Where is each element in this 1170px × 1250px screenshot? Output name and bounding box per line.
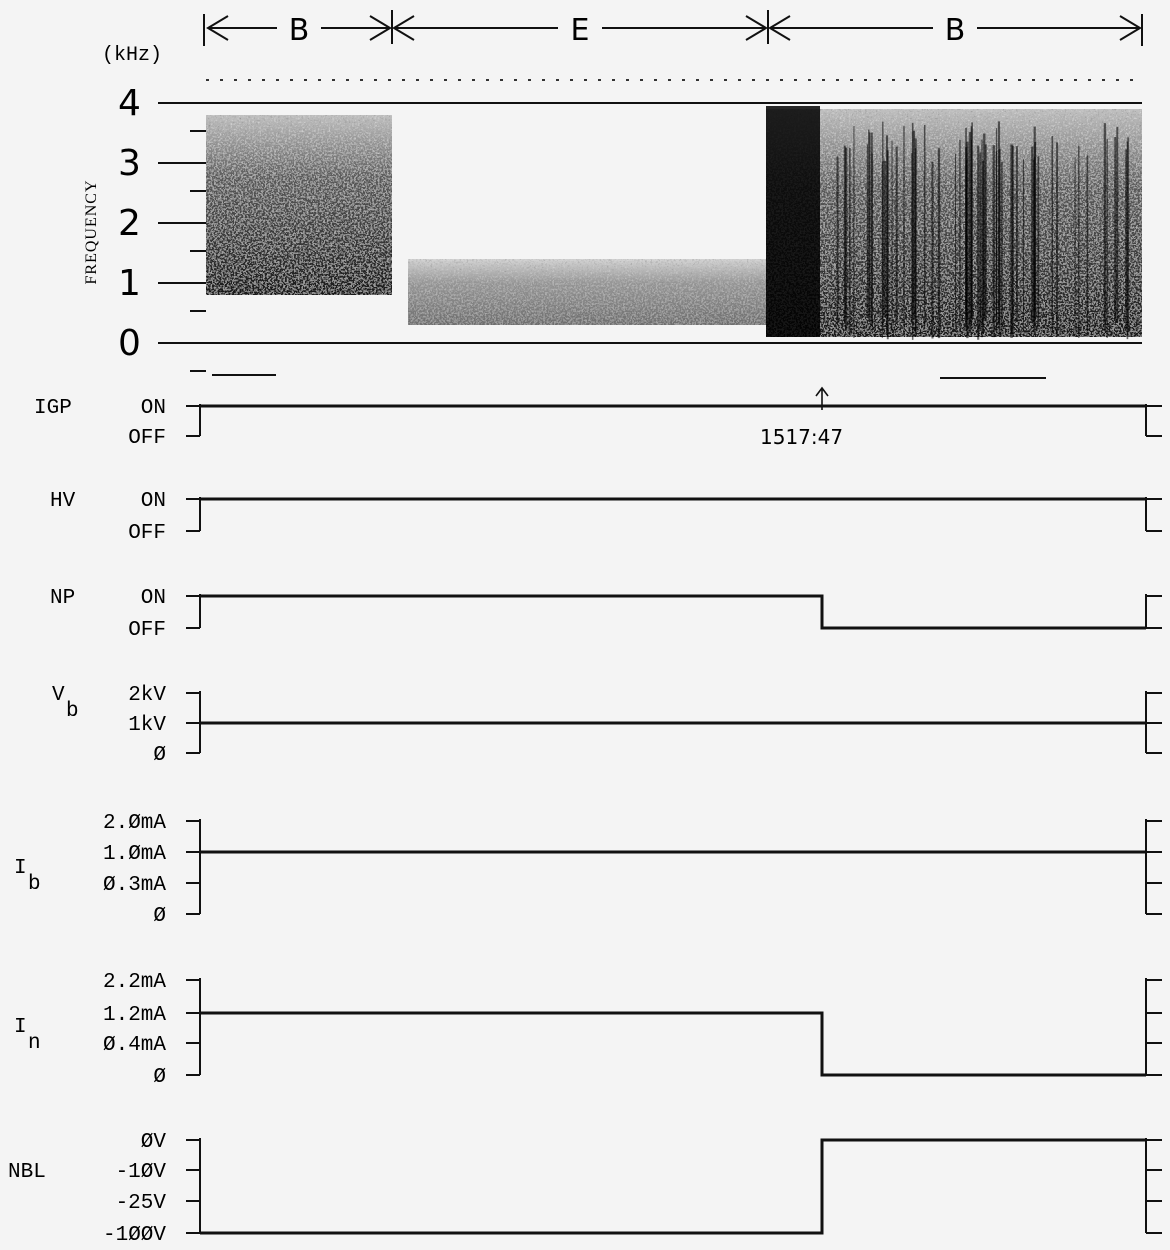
time-marker-label: 1517:47 xyxy=(760,425,843,449)
panel-name-subscript: n xyxy=(28,1032,41,1055)
panel-tick-label: ON xyxy=(141,587,166,610)
panel-vb: Vb 2kV 1kV Ø xyxy=(52,684,1162,767)
spectrogram-speckle xyxy=(206,115,392,295)
panel-name: I xyxy=(14,857,27,880)
spectrogram-unit: (kHz) xyxy=(102,44,162,67)
panel-tick-label: 1kV xyxy=(128,714,166,737)
segment-boundary xyxy=(391,10,1143,46)
panel-name: NP xyxy=(50,587,75,610)
panel-hv: HV ON OFF xyxy=(50,490,1162,545)
panel-tick-label: -25V xyxy=(116,1192,167,1215)
panel-tick-label: 2.ØmA xyxy=(103,812,166,835)
panel-tick-label: Ø.4mA xyxy=(103,1034,166,1057)
spectrogram-tick-label: 3 xyxy=(118,143,141,184)
panel-tick-label: OFF xyxy=(128,619,166,642)
spectrogram-tick-label: 2 xyxy=(118,203,141,244)
panel-tick-label: 1.2mA xyxy=(103,1004,166,1027)
panel-tick-label: Ø.3mA xyxy=(103,874,166,897)
segment-span-arrow xyxy=(768,15,1142,41)
panel-tick-label: 2.2mA xyxy=(103,971,166,994)
panel-name: NBL xyxy=(8,1161,46,1184)
panel-trace xyxy=(200,594,1146,630)
panel-tick-label: Ø xyxy=(153,905,166,928)
spectrogram-burst xyxy=(766,106,820,337)
segment-span-arrow xyxy=(206,15,392,41)
panel-ib: Ib 2.ØmA 1.ØmA Ø.3mA Ø xyxy=(14,812,1162,928)
panel-tick-label: -1ØØV xyxy=(103,1224,166,1247)
panel-name-subscript: b xyxy=(28,873,41,896)
spectrogram-speckle xyxy=(766,109,1142,337)
panel-tick-label: ON xyxy=(141,397,166,420)
panel-name: HV xyxy=(50,490,76,513)
panel-tick-label: Ø xyxy=(153,1066,166,1089)
panel-tick-label: ØV xyxy=(141,1131,167,1154)
spectrogram-segments xyxy=(206,106,1142,340)
spectrogram-tick-label: 0 xyxy=(118,323,141,364)
panel-name-subscript: b xyxy=(66,700,79,723)
panel-tick-label: 1.ØmA xyxy=(103,843,166,866)
segment-span-arrow xyxy=(392,15,768,41)
panel-in: In 2.2mA 1.2mA Ø.4mA Ø xyxy=(14,971,1162,1089)
segment-label: E xyxy=(571,13,590,48)
segment-label: B xyxy=(289,13,310,48)
panel-tick-label: ON xyxy=(141,490,166,513)
panel-trace xyxy=(200,1011,1146,1077)
spectrogram-tick-label: 1 xyxy=(118,263,141,304)
spectrogram-tick-label: 4 xyxy=(118,83,141,124)
panel-igp: IGP ON OFF xyxy=(34,397,1162,450)
panel-np: NP ON OFF xyxy=(50,587,1162,642)
panel-name: V xyxy=(52,684,65,707)
spectrogram-speckle xyxy=(408,259,766,325)
panel-nbl: NBL ØV -1ØV -25V -1ØØV xyxy=(8,1131,1162,1247)
panel-tick-label: 2kV xyxy=(128,684,166,707)
panel-tick-label: Ø xyxy=(153,744,166,767)
panel-tick-label: OFF xyxy=(128,427,166,450)
panel-tick-label: OFF xyxy=(128,522,166,545)
spectrogram-axis: 0 1 2 3 4 xyxy=(118,83,1142,379)
panel-name: IGP xyxy=(34,397,72,420)
status-panels: IGP ON OFF HV ON OFF NP ON OFF Vb 2kV 1kV Ø Ib 2.ØmA 1.… xyxy=(8,397,1162,1247)
panel-trace xyxy=(200,1138,1146,1235)
panel-tick-label: -1ØV xyxy=(116,1161,167,1184)
panel-name: I xyxy=(14,1016,27,1039)
segment-label: B xyxy=(945,13,966,48)
spectrogram-y-axis-label: FREQUENCY xyxy=(83,179,100,284)
time-marker: 1517:47 xyxy=(760,386,843,449)
